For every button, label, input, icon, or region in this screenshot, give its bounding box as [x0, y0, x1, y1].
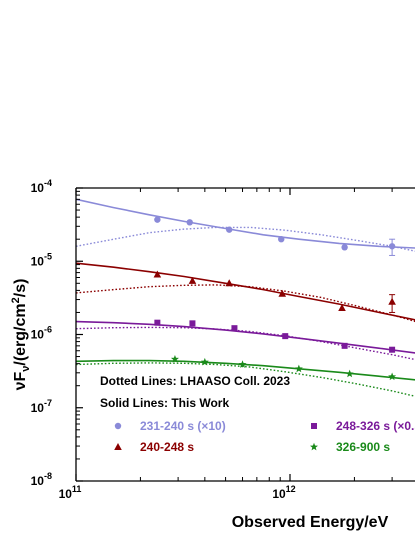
y-tick-label: 10-5	[31, 251, 52, 268]
fit-line-dotted	[76, 226, 415, 252]
data-point-star	[200, 357, 209, 366]
series-3	[76, 319, 415, 361]
legend: 231-240 s (×10) 240-248 s 248-326 s (×0.5)…	[114, 419, 415, 454]
data-point-star	[388, 372, 397, 381]
legend-item-1: 231-240 s (×10)	[114, 419, 226, 433]
data-point-star	[310, 442, 318, 451]
data-point-triangle	[114, 443, 122, 450]
fit-line-solid	[76, 262, 415, 321]
y-tick-label: 10-7	[31, 398, 52, 415]
series-4	[76, 355, 415, 397]
y-tick-label: 10-4	[31, 178, 52, 195]
annotations: Dotted Lines: LHAASO Coll. 2023 Solid Lin…	[100, 374, 290, 410]
x-tick-label: 1012	[272, 484, 295, 501]
x-axis-title: Observed Energy/eV	[232, 514, 389, 531]
legend-item-3: 248-326 s (×0.5)	[311, 419, 415, 433]
x-tick-label: 1011	[59, 484, 82, 501]
y-axis-title: νFν/(erg/cm2/s)	[10, 279, 32, 391]
data-point-square	[189, 320, 196, 327]
fit-line-solid	[76, 198, 415, 249]
data-point-star	[345, 369, 354, 378]
data-point-star	[238, 360, 247, 368]
data-point-triangle	[188, 276, 197, 284]
data-point-circle	[388, 243, 396, 250]
data-point-circle	[226, 226, 233, 233]
note-dotted-lines: Dotted Lines: LHAASO Coll. 2023	[100, 374, 290, 388]
series-1	[76, 198, 415, 256]
axes	[75, 187, 415, 482]
tick-labels: 10-4 10-5 10-6 10-7 10-8 1011 1012	[31, 178, 296, 501]
series-2	[76, 262, 415, 323]
data-point-triangle	[225, 279, 234, 287]
legend-label: 326-900 s	[336, 440, 390, 454]
data-point-square	[282, 333, 289, 340]
note-solid-lines: Solid Lines: This Work	[100, 396, 229, 410]
data-point-triangle	[278, 289, 287, 297]
legend-item-2: 240-248 s	[114, 440, 194, 454]
fit-line-dotted	[76, 326, 415, 361]
fit-line-dotted	[76, 362, 415, 397]
fit-line-dotted	[76, 284, 415, 323]
data-point-circle	[186, 219, 193, 226]
data-point-triangle	[338, 304, 346, 312]
data-point-square	[389, 346, 396, 353]
data-point-triangle	[388, 297, 396, 305]
y-tick-label: 10-8	[31, 471, 52, 488]
data-point-square	[341, 342, 348, 349]
axis-titles: Observed Energy/eV νFν/(erg/cm2/s)	[10, 279, 389, 531]
legend-label: 248-326 s (×0.5)	[336, 419, 415, 433]
data-point-square	[231, 325, 238, 332]
data-point-circle	[114, 422, 122, 430]
plot-area	[76, 198, 415, 397]
data-point-square	[311, 423, 317, 429]
data-point-star	[170, 355, 179, 363]
data-point-square	[154, 319, 161, 326]
data-point-circle	[154, 216, 161, 223]
y-tick-label: 10-6	[31, 325, 52, 342]
legend-item-4: 326-900 s	[310, 440, 390, 454]
legend-label: 240-248 s	[140, 440, 194, 454]
legend-label: 231-240 s (×10)	[140, 419, 226, 433]
data-point-triangle	[153, 270, 162, 278]
data-point-circle	[341, 244, 348, 251]
data-point-star	[294, 364, 303, 373]
fit-line-solid	[76, 320, 415, 354]
data-point-circle	[278, 235, 285, 243]
